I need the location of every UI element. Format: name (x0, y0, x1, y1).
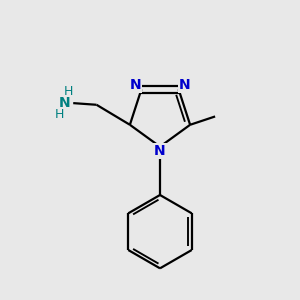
Text: N: N (130, 78, 141, 92)
Text: H: H (64, 85, 74, 98)
Text: N: N (154, 144, 166, 158)
Text: N: N (59, 96, 71, 110)
Text: H: H (55, 108, 64, 121)
Text: N: N (179, 78, 190, 92)
